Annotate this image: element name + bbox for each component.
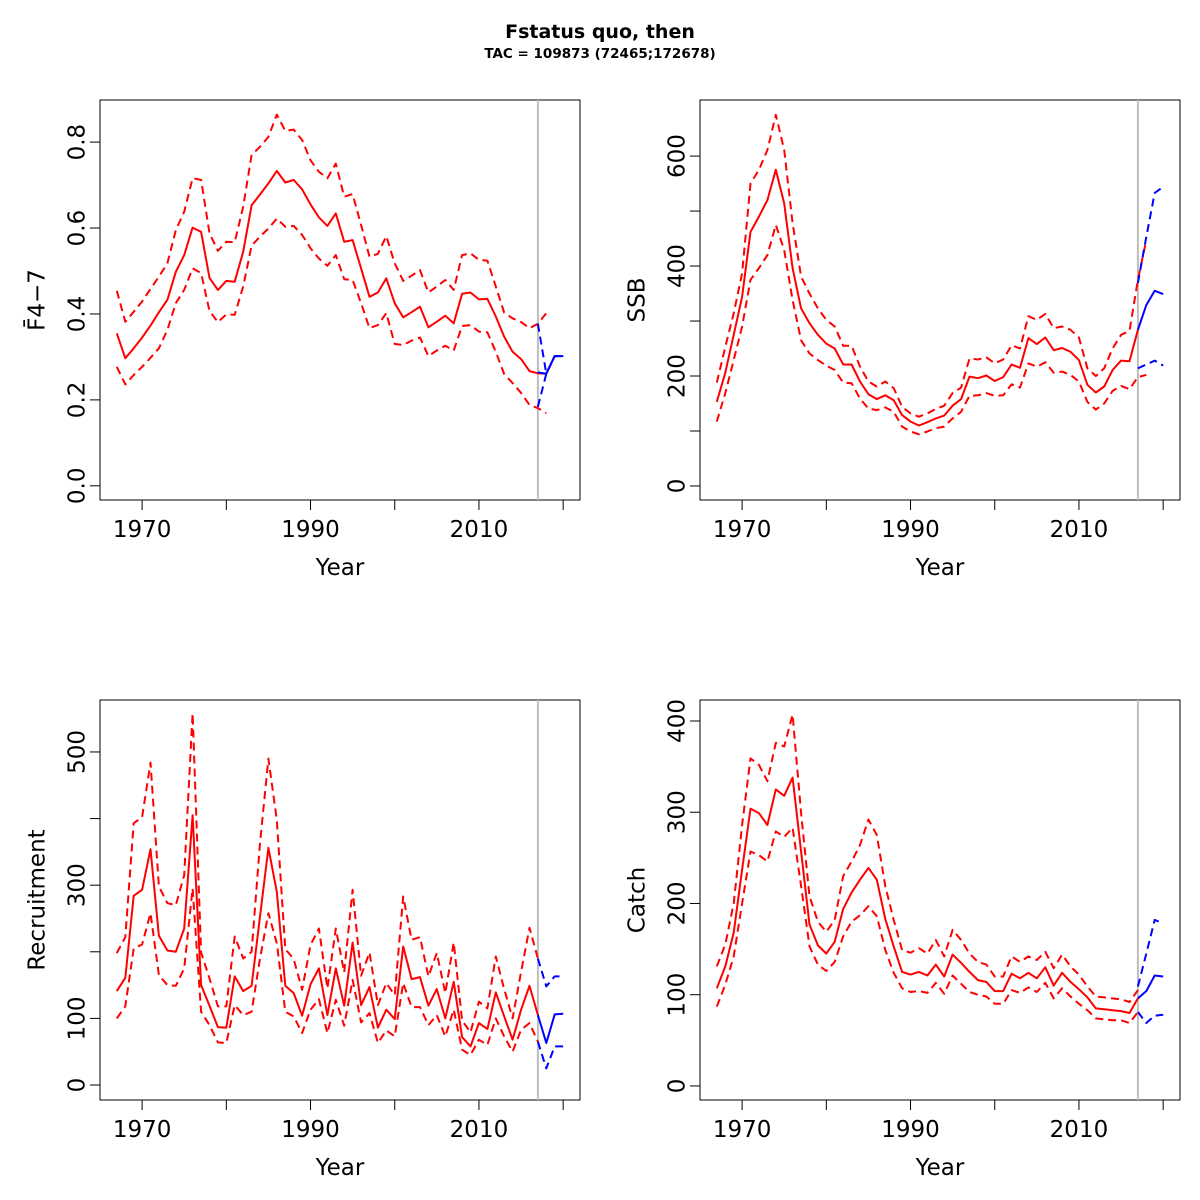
history-upper-bound-line bbox=[715, 113, 1148, 418]
y-tick-label: 0.8 bbox=[65, 124, 91, 161]
panel-catch: 1970 1990 2010 0 100 200 300 400 Year Catch bbox=[625, 699, 1181, 1181]
plot-frame bbox=[99, 699, 581, 1101]
y-tick-label: 300 bbox=[665, 790, 691, 834]
x-axis-label: Year bbox=[315, 1155, 365, 1181]
plot-frame bbox=[99, 99, 581, 501]
y-tick-label: 0 bbox=[665, 1079, 691, 1094]
y-axis-label: Catch bbox=[625, 867, 651, 933]
history-upper-bound-line bbox=[715, 713, 1139, 1003]
forecast-upper-bound-line bbox=[1136, 186, 1164, 284]
chart-subtitle: TAC = 109873 (72465;172678) bbox=[484, 46, 716, 62]
history-upper-bound-line bbox=[115, 113, 548, 330]
history-upper-bound-line bbox=[115, 712, 539, 1034]
x-axis-label: Year bbox=[915, 1155, 965, 1181]
history-estimate-line bbox=[115, 169, 547, 375]
y-tick-label: 0.4 bbox=[65, 296, 91, 333]
forecast-estimate-line bbox=[1136, 289, 1164, 331]
chart-title: Fstatus quo, then bbox=[505, 21, 695, 43]
forecast-upper-bound-line bbox=[536, 958, 564, 988]
x-tick-label: 2010 bbox=[1050, 1117, 1109, 1143]
y-tick-label: 400 bbox=[665, 244, 691, 288]
y-tick-label: 0 bbox=[65, 1078, 91, 1093]
y-tick-label: 0.2 bbox=[65, 382, 91, 419]
x-tick-label: 1970 bbox=[113, 1117, 172, 1143]
history-lower-bound-line bbox=[715, 223, 1147, 436]
y-tick-label: 0 bbox=[665, 479, 691, 494]
y-tick-label: 100 bbox=[65, 996, 91, 1040]
panel-ssb: 1970 1990 2010 0 200 400 600 Year SSB bbox=[625, 99, 1181, 581]
y-tick-label: 100 bbox=[665, 973, 691, 1017]
x-tick-label: 1970 bbox=[113, 517, 172, 543]
y-tick-label: 500 bbox=[65, 730, 91, 774]
x-tick-label: 2010 bbox=[1050, 517, 1109, 543]
history-lower-bound-line bbox=[115, 217, 547, 415]
x-tick-label: 1990 bbox=[881, 517, 940, 543]
forecast-upper-bound-line bbox=[1136, 918, 1164, 987]
y-tick-label: 200 bbox=[665, 882, 691, 926]
y-tick-label: 0.0 bbox=[65, 468, 91, 505]
panel-fbar: 1970 1990 2010 0.0 0.2 0.4 0.6 0.8 Year bbox=[65, 99, 581, 581]
history-estimate-line bbox=[715, 168, 1139, 427]
history-lower-bound-line bbox=[115, 887, 539, 1056]
forecast-lower-bound-line bbox=[1137, 1011, 1164, 1024]
y-tick-label: 300 bbox=[65, 863, 91, 907]
forecast-estimate-line bbox=[536, 1012, 564, 1044]
y-tick-label: 0.6 bbox=[65, 210, 91, 247]
y-tick-label: 200 bbox=[665, 354, 691, 398]
history-estimate-line bbox=[115, 814, 539, 1048]
panel-recruitment: 1970 1990 2010 0 100 300 500 Year Recruitment bbox=[25, 699, 581, 1181]
x-axis-label: Year bbox=[315, 555, 365, 581]
y-tick-label: 400 bbox=[665, 699, 691, 743]
y-axis-label-fbar: F̄4−7 bbox=[22, 269, 50, 331]
forecast-estimate-line bbox=[1137, 974, 1164, 1000]
plot-frame bbox=[699, 699, 1181, 1101]
y-axis-label: SSB bbox=[625, 278, 651, 323]
forecast-estimate-line bbox=[537, 355, 564, 375]
x-tick-label: 1990 bbox=[881, 1117, 940, 1143]
x-axis-label: Year bbox=[915, 555, 965, 581]
forecast-lower-bound-line bbox=[1137, 359, 1164, 370]
plot-frame bbox=[699, 99, 1181, 501]
forecast-lower-bound-line bbox=[536, 1041, 564, 1070]
x-tick-label: 1970 bbox=[713, 1117, 772, 1143]
history-estimate-line bbox=[715, 776, 1139, 1014]
history-lower-bound-line bbox=[715, 826, 1139, 1024]
y-axis-label: Recruitment bbox=[25, 829, 51, 970]
x-tick-label: 2010 bbox=[450, 517, 509, 543]
x-tick-label: 1970 bbox=[713, 517, 772, 543]
x-tick-label: 2010 bbox=[450, 1117, 509, 1143]
x-tick-label: 1990 bbox=[281, 517, 340, 543]
x-tick-label: 1990 bbox=[281, 1117, 340, 1143]
y-tick-label: 600 bbox=[665, 134, 691, 178]
